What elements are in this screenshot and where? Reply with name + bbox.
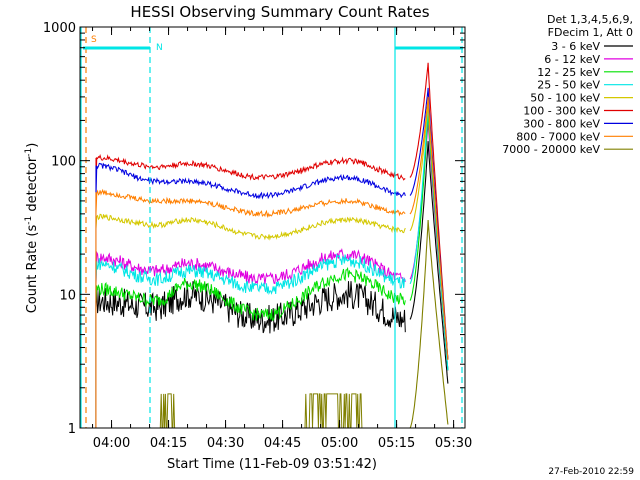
legend-label: 6 - 12 keV	[544, 53, 600, 66]
series-line-7	[95, 162, 406, 200]
series-flare-9	[409, 219, 449, 429]
series-layer	[95, 62, 449, 429]
series-line-6	[95, 153, 406, 181]
observing-flags: SN	[80, 27, 463, 428]
series-flare-1	[409, 141, 449, 384]
y-tick-label: 10	[59, 288, 76, 303]
night-flag-label: N	[156, 43, 163, 53]
legend-label: 100 - 300 keV	[523, 105, 600, 118]
y-tick-label: 1	[68, 422, 76, 437]
legend-label: 7000 - 20000 keV	[502, 143, 600, 156]
legend-label: 25 - 50 keV	[537, 79, 600, 92]
generation-timestamp: 27-Feb-2010 22:59	[548, 467, 634, 477]
legend-label: 12 - 25 keV	[537, 66, 600, 79]
legend-label: 3 - 6 keV	[551, 40, 600, 53]
x-tick-label: 04:00	[93, 436, 130, 451]
series-line-4	[95, 253, 406, 296]
x-tick-label: 05:30	[435, 436, 472, 451]
y-tick-label: 1000	[43, 21, 76, 36]
legend-label: 800 - 7000 keV	[516, 130, 600, 143]
x-tick-label: 04:45	[264, 436, 301, 451]
series-flare-8	[409, 96, 449, 360]
legend-label: 300 - 800 keV	[523, 117, 600, 130]
x-axis-label: Start Time (11-Feb-09 03:51:42)	[167, 457, 377, 472]
y-axis-label: Count Rate (s-1 detector-1)	[24, 143, 40, 314]
x-tick-label: 05:00	[321, 436, 358, 451]
legend-label: 50 - 100 keV	[530, 92, 600, 105]
legend-header-line-2: FDecim 1, Att 0	[548, 26, 633, 39]
plot-frame	[79, 26, 466, 429]
legend: Det 1,3,4,5,6,9, FDecim 1, Att 0 3 - 6 k…	[502, 13, 633, 156]
chart-title: HESSI Observing Summary Count Rates	[130, 3, 429, 21]
series-line-5	[95, 213, 406, 241]
x-tick-label: 04:30	[207, 436, 244, 451]
series-line-1	[95, 281, 406, 334]
y-axis-ticks: 1 10 100 1000	[43, 21, 465, 437]
y-tick-label: 100	[51, 155, 76, 170]
series-line-2	[95, 247, 406, 285]
series-line-8	[95, 188, 406, 219]
series-line-3	[95, 266, 406, 321]
saa-flag-label: S	[91, 35, 97, 45]
x-tick-label: 05:15	[378, 436, 415, 451]
x-axis-ticks: 04:00 04:15 04:30 04:45 05:00 05:15 05:30	[92, 27, 472, 451]
legend-header-line-1: Det 1,3,4,5,6,9,	[547, 13, 633, 26]
x-tick-label: 04:15	[150, 436, 187, 451]
